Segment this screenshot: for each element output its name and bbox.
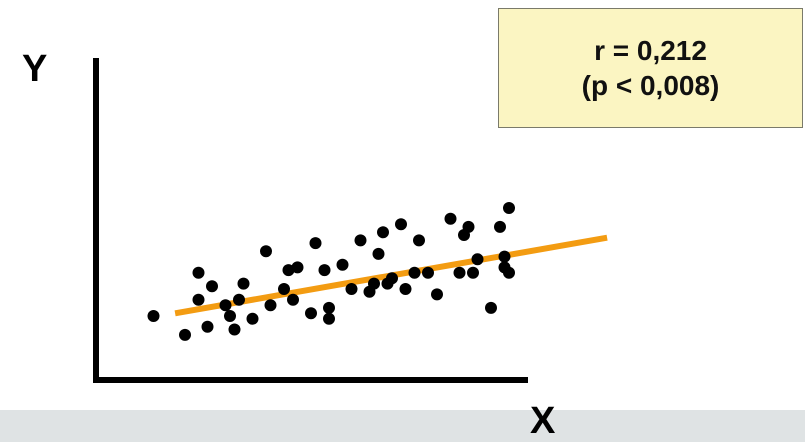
data-point xyxy=(467,266,479,279)
data-point xyxy=(413,234,425,247)
data-point xyxy=(309,237,322,250)
data-point xyxy=(503,202,515,214)
data-point xyxy=(336,258,349,271)
data-point xyxy=(318,264,331,277)
data-point xyxy=(368,277,380,290)
data-point xyxy=(260,245,272,258)
x-axis-label: X xyxy=(530,400,556,442)
data-point xyxy=(408,266,421,279)
data-point xyxy=(206,280,218,293)
data-point xyxy=(345,283,358,295)
data-point xyxy=(278,283,290,295)
data-point xyxy=(201,320,214,333)
data-point xyxy=(305,307,317,320)
data-point xyxy=(246,312,259,325)
data-point xyxy=(147,310,160,322)
data-point xyxy=(264,299,277,312)
data-point xyxy=(386,272,398,285)
data-point xyxy=(498,250,511,263)
correlation-coefficient: r = 0,212 xyxy=(594,35,707,66)
data-point xyxy=(192,266,205,279)
data-point xyxy=(237,277,250,290)
data-point xyxy=(399,283,412,295)
data-point xyxy=(422,266,434,279)
data-point xyxy=(224,310,236,322)
data-point xyxy=(282,264,295,277)
data-point xyxy=(494,220,506,233)
y-axis-label: Y xyxy=(22,48,48,90)
data-point xyxy=(233,293,245,306)
data-point xyxy=(219,299,232,312)
data-point xyxy=(471,253,484,266)
data-point xyxy=(287,293,299,306)
data-point xyxy=(372,247,385,260)
data-point xyxy=(323,301,335,314)
data-point xyxy=(485,301,497,314)
data-point xyxy=(192,293,205,306)
data-point xyxy=(354,234,367,247)
data-point xyxy=(228,323,241,336)
correlation-annotation-box: r = 0,212 (p < 0,008) xyxy=(498,8,803,128)
data-point xyxy=(179,328,191,341)
bottom-band xyxy=(0,410,805,442)
data-point xyxy=(377,226,389,239)
data-point xyxy=(503,266,515,279)
data-point xyxy=(291,261,304,274)
data-point xyxy=(323,312,335,325)
data-point xyxy=(453,266,466,279)
data-point xyxy=(444,212,457,225)
data-point xyxy=(431,288,443,301)
p-value: (p < 0,008) xyxy=(581,70,720,101)
data-point xyxy=(395,218,407,231)
data-point xyxy=(462,220,475,233)
